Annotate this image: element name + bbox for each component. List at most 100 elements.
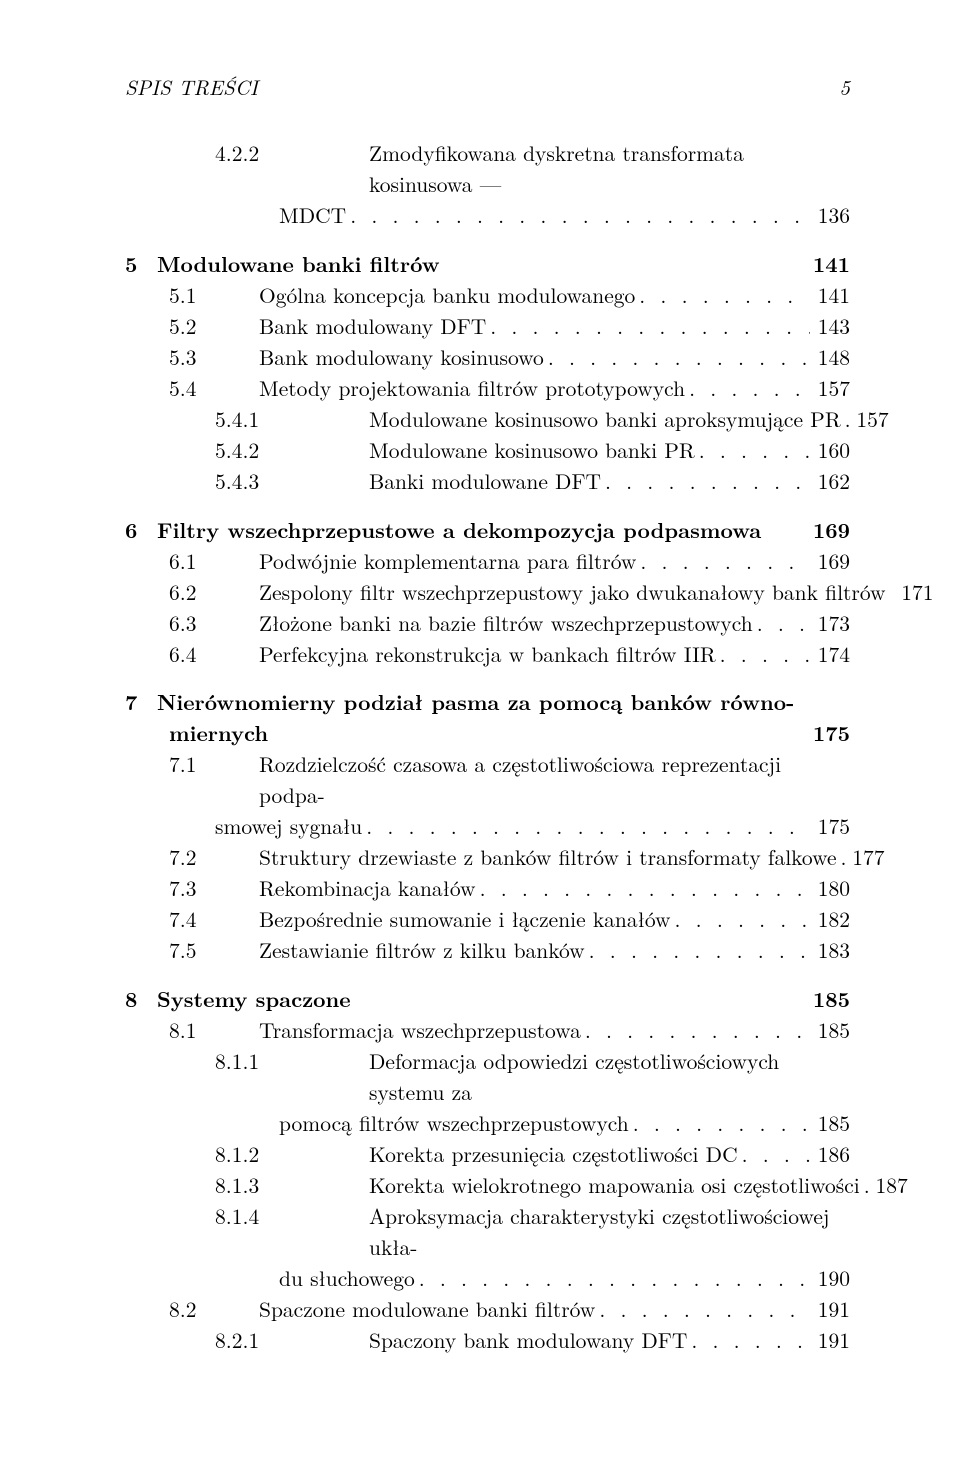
toc-entry-text: Zespolony filtr wszechprzepustowy jako d…: [259, 577, 886, 608]
toc-leader: . . . . . . . . . . . . . . . . . . . . …: [346, 200, 810, 231]
toc-entry: 5.4.1Modulowane kosinusowo banki aproksy…: [125, 404, 850, 435]
toc-entry-text: Modulowane kosinusowo banki aproksymując…: [369, 404, 841, 435]
toc-entry-text: Bank modulowany DFT: [259, 311, 486, 342]
toc-entry-text: pomocą filtrów wszechprzepustowych: [125, 1108, 629, 1139]
toc-leader: . . . . . . . . . . . . . . . . . . . . …: [687, 1325, 810, 1356]
toc-entry-text: Korekta wielokrotnego mapowania osi częs…: [369, 1170, 860, 1201]
toc-entry-label: 6.1: [125, 546, 259, 577]
toc-entry-page: 185: [810, 1108, 850, 1139]
toc-entry-label: 5: [125, 249, 157, 280]
toc-entry-page: 141: [810, 280, 850, 311]
toc-entry-label: 5.4: [125, 373, 259, 404]
toc-entry-text: Zestawianie filtrów z kilku banków: [259, 935, 585, 966]
toc-entry-label: 7.5: [125, 935, 259, 966]
toc-entry-label: 8.2: [125, 1294, 259, 1325]
toc-entry: 5.1Ogólna koncepcja banku modulowanego. …: [125, 280, 850, 311]
toc-entry-text: Systemy spaczone: [157, 984, 351, 1015]
toc-leader: . . . . . . . . . . . . . . . . . . . . …: [753, 608, 810, 639]
toc-entry-text: Bank modulowany kosinusowo: [259, 342, 544, 373]
toc-entry: MDCT. . . . . . . . . . . . . . . . . . …: [125, 200, 850, 231]
toc-leader: . . . . . . . . . . . . . . . . . . . . …: [415, 1263, 810, 1294]
toc-entry-page: 174: [810, 639, 850, 670]
toc-entry-label: 5.2: [125, 311, 259, 342]
toc-entry: 7.5Zestawianie filtrów z kilku banków. .…: [125, 935, 850, 966]
toc-entry-text: smowej sygnału: [125, 811, 362, 842]
toc-entry-text: Ogólna koncepcja banku modulowanego: [259, 280, 635, 311]
toc-entry: miernych175: [125, 718, 850, 749]
toc-leader: . . . . . . . . . . . . . . . . . . . . …: [738, 1139, 810, 1170]
toc-entry: 6.1Podwójnie komplementarna para filtrów…: [125, 546, 850, 577]
toc-entry: 5.4Metody projektowania filtrów prototyp…: [125, 373, 850, 404]
toc-leader: . . . . . . . . . . . . . . . . . . . . …: [860, 1170, 868, 1201]
toc-entry: 5.4.3Banki modulowane DFT. . . . . . . .…: [125, 466, 850, 497]
toc-entry: du słuchowego. . . . . . . . . . . . . .…: [125, 1263, 850, 1294]
toc-entry-page: 162: [810, 466, 850, 497]
toc-entry-page: 191: [810, 1294, 850, 1325]
toc-entry-page: 180: [810, 873, 850, 904]
toc-leader: . . . . . . . . . . . . . . . . . . . . …: [601, 466, 810, 497]
toc-entry-label: 8.1: [125, 1015, 259, 1046]
toc-entry: 8.1Transformacja wszechprzepustowa. . . …: [125, 1015, 850, 1046]
toc-entry-label: 7: [125, 687, 157, 718]
toc-entry-text: Modulowane kosinusowo banki PR: [369, 435, 695, 466]
toc-entry-label: 6.3: [125, 608, 259, 639]
toc-entry-text: Transformacja wszechprzepustowa: [259, 1015, 581, 1046]
toc-entry-label: 5.4.1: [125, 404, 369, 435]
toc-entry-text: Perfekcyjna rekonstrukcja w bankach filt…: [259, 639, 716, 670]
toc-entry-text: Podwójnie komplementarna para filtrów: [259, 546, 636, 577]
toc-entry-page: 171: [894, 577, 934, 608]
toc-entry-label: 7.4: [125, 904, 259, 935]
toc-entry: 8.1.4Aproksymacja charakterystyki często…: [125, 1201, 850, 1263]
running-head-page: 5: [839, 72, 850, 102]
toc-entry-text: Modulowane banki filtrów: [157, 249, 440, 280]
toc-entry-text: Struktury drzewiaste z banków filtrów i …: [259, 842, 837, 873]
toc-entry-text: MDCT: [125, 200, 346, 231]
toc-entry: smowej sygnału. . . . . . . . . . . . . …: [125, 811, 850, 842]
toc-entry-page: 185: [810, 1015, 850, 1046]
toc-leader: . . . . . . . . . . . . . . . . . . . . …: [636, 546, 810, 577]
toc-entry-label: 8.1.4: [125, 1201, 369, 1232]
toc-entry-page: 148: [810, 342, 850, 373]
toc-entry: 6.4Perfekcyjna rekonstrukcja w bankach f…: [125, 639, 850, 670]
toc-leader: . . . . . . . . . . . . . . . . . . . . …: [671, 904, 810, 935]
toc-entry-label: 6.4: [125, 639, 259, 670]
toc-entry-text: Zmodyfikowana dyskretna transformata kos…: [369, 138, 850, 200]
toc-entry-text: miernych: [125, 718, 268, 749]
toc-entry-label: 5.3: [125, 342, 259, 373]
toc-entry-page: 169: [810, 546, 850, 577]
toc-entry-label: 7.2: [125, 842, 259, 873]
table-of-contents: 4.2.2Zmodyfikowana dyskretna transformat…: [125, 138, 850, 1355]
toc-entry-label: 6: [125, 515, 157, 546]
toc-entry-text: Rozdzielczość czasowa a częstotliwościow…: [259, 749, 850, 811]
toc-entry-text: Złożone banki na bazie filtrów wszechprz…: [259, 608, 753, 639]
toc-entry-page: 169: [810, 515, 850, 546]
toc-entry-label: 7.3: [125, 873, 259, 904]
toc-entry: 5.2Bank modulowany DFT. . . . . . . . . …: [125, 311, 850, 342]
toc-entry-label: 4.2.2: [125, 138, 369, 169]
toc-entry-page: 141: [810, 249, 850, 280]
toc-leader: . . . . . . . . . . . . . . . . . . . . …: [581, 1015, 810, 1046]
toc-entry-page: 160: [810, 435, 850, 466]
toc-leader: .: [837, 842, 845, 873]
toc-entry-label: 8.1.1: [125, 1046, 369, 1077]
toc-entry-text: Aproksymacja charakterystyki częstotliwo…: [369, 1201, 850, 1263]
toc-entry-text: Korekta przesunięcia częstotliwości DC: [369, 1139, 738, 1170]
toc-entry-page: 143: [810, 311, 850, 342]
toc-entry: 8.2Spaczone modulowane banki filtrów. . …: [125, 1294, 850, 1325]
running-head: SPIS TREŚCI 5: [125, 72, 850, 102]
toc-entry-page: 185: [810, 984, 850, 1015]
toc-entry-text: Nierównomierny podział pasma za pomocą b…: [157, 687, 850, 718]
toc-leader: . . . . . . . . . . . . . . . . . . . . …: [476, 873, 810, 904]
toc-entry-label: 6.2: [125, 577, 259, 608]
running-head-left: SPIS TREŚCI: [125, 72, 258, 102]
toc-entry-label: 5.4.3: [125, 466, 369, 497]
toc-entry-page: 190: [810, 1263, 850, 1294]
toc-entry-label: 7.1: [125, 749, 259, 780]
toc-entry: 8Systemy spaczone185: [125, 984, 850, 1015]
toc-entry: 8.1.3Korekta wielokrotnego mapowania osi…: [125, 1170, 850, 1201]
toc-entry: 7.4Bezpośrednie sumowanie i łączenie kan…: [125, 904, 850, 935]
toc-leader: . . . . . . . . . . . . . . . . . . . . …: [362, 811, 810, 842]
toc-entry-text: Filtry wszechprzepustowe a dekompozycja …: [157, 515, 761, 546]
toc-leader: . . . . . . . . . . . . . . . . . . . . …: [585, 935, 810, 966]
toc-entry-text: Banki modulowane DFT: [369, 466, 601, 497]
